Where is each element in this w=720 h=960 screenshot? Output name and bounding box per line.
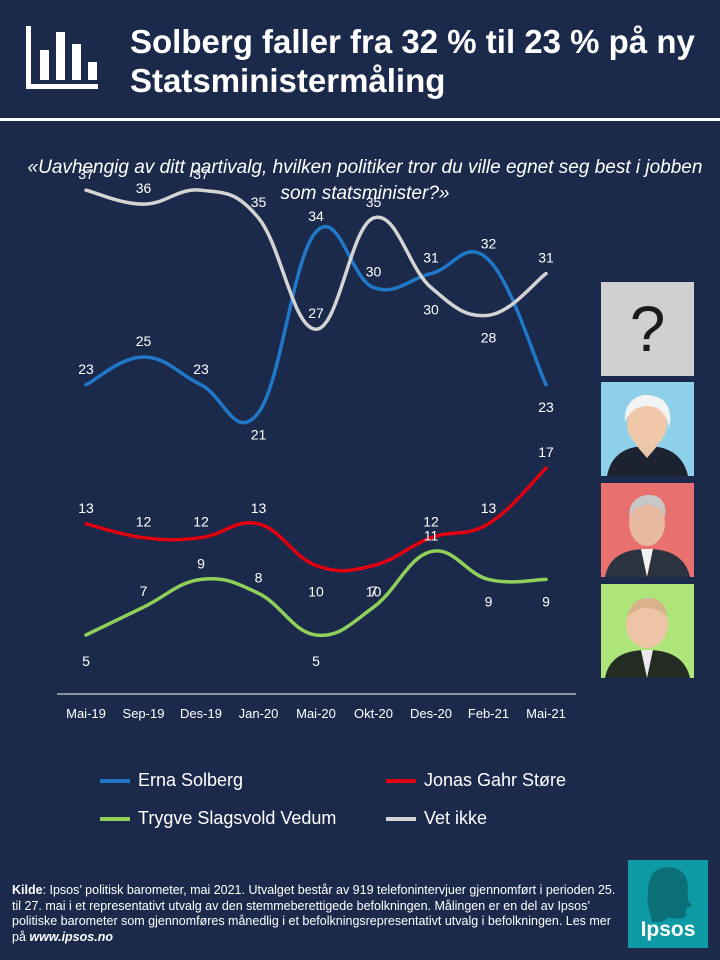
data-label: 9 <box>197 555 205 571</box>
data-label: 37 <box>193 166 209 182</box>
legend-swatch <box>386 778 416 783</box>
x-tick-label: Feb-21 <box>468 706 509 721</box>
data-label: 10 <box>308 584 324 600</box>
data-label: 32 <box>481 236 497 252</box>
data-label: 36 <box>136 180 152 196</box>
person-portrait-icon <box>605 598 690 678</box>
x-tick-label: Okt-20 <box>354 706 393 721</box>
data-label: 11 <box>424 528 439 544</box>
data-label: 9 <box>542 593 550 609</box>
page-title: Solberg faller fra 32 % til 23 % på ny S… <box>130 23 695 99</box>
source-note: Kilde: Ipsos’ politisk barometer, mai 20… <box>12 883 617 945</box>
series-line-jonas-gahr-støre <box>84 466 548 573</box>
store-photo <box>601 483 694 577</box>
x-tick-label: Jan-20 <box>239 706 279 721</box>
data-label: 7 <box>140 583 148 599</box>
data-label: 27 <box>308 305 324 321</box>
source-link[interactable]: www.ipsos.no <box>29 929 113 944</box>
data-label: 21 <box>251 427 267 443</box>
bar-chart-icon <box>26 26 98 89</box>
data-label: 5 <box>82 653 90 669</box>
legend-label: Vet ikke <box>424 808 488 828</box>
legend-label: Erna Solberg <box>138 770 244 790</box>
legend-swatch <box>100 816 130 821</box>
data-label: 10 <box>366 584 382 600</box>
ipsos-head-icon <box>647 867 692 922</box>
data-label: 12 <box>136 514 152 530</box>
data-label: 34 <box>308 208 324 224</box>
data-label: 35 <box>251 194 267 210</box>
x-tick-label: Des-19 <box>180 706 222 721</box>
data-label: 13 <box>78 500 94 516</box>
x-tick-label: Des-20 <box>410 706 452 721</box>
data-label: 30 <box>423 302 439 318</box>
series-line-erna-solberg <box>84 225 548 425</box>
data-label: 23 <box>78 361 94 377</box>
series-line-vet-ikke <box>84 188 548 331</box>
x-tick-label: Sep-19 <box>123 706 165 721</box>
data-label: 30 <box>366 264 382 280</box>
data-label: 31 <box>423 250 439 266</box>
data-label: 12 <box>193 514 209 530</box>
source-text: : Ipsos’ politisk barometer, mai 2021. U… <box>12 883 616 944</box>
x-tick-label: Mai-21 <box>526 706 566 721</box>
legend-item-store: Jonas Gahr Støre <box>386 770 566 791</box>
data-label: 25 <box>136 333 152 349</box>
survey-question: «Uavhengig av ditt partivalg, hvilken po… <box>27 157 703 204</box>
person-portrait-icon <box>607 394 688 476</box>
vedum-photo <box>601 584 694 678</box>
source-label: Kilde <box>12 883 43 897</box>
ipsos-logo: Ipsos <box>628 860 708 948</box>
x-tick-label: Mai-20 <box>296 706 336 721</box>
data-label: 37 <box>78 166 94 182</box>
legend-label: Jonas Gahr Støre <box>424 770 567 790</box>
unknown-photo: ? <box>601 282 694 376</box>
data-label: 12 <box>423 514 439 530</box>
x-tick-label: Mai-19 <box>66 706 106 721</box>
legend-item-vet-ikke: Vet ikke <box>386 808 487 829</box>
data-label: 35 <box>366 194 382 210</box>
data-label: 17 <box>538 444 554 460</box>
series-line-trygve-slagsvold-vedum <box>84 549 548 638</box>
data-label: 9 <box>485 593 493 609</box>
legend-item-solberg: Erna Solberg <box>100 770 243 791</box>
solberg-photo <box>601 382 694 476</box>
question-mark-icon: ? <box>629 293 666 365</box>
legend-item-vedum: Trygve Slagsvold Vedum <box>100 808 336 829</box>
data-label: 7 <box>370 583 378 599</box>
data-label: 28 <box>481 329 497 345</box>
legend-swatch <box>100 778 130 783</box>
data-label: 31 <box>538 250 554 266</box>
legend-label: Trygve Slagsvold Vedum <box>138 808 337 828</box>
data-label: 13 <box>481 500 497 516</box>
ipsos-wordmark: Ipsos <box>640 918 696 941</box>
data-label: 23 <box>193 361 209 377</box>
legend-swatch <box>386 816 416 821</box>
data-label: 23 <box>538 399 554 415</box>
data-label: 5 <box>312 653 320 669</box>
data-label: 13 <box>251 500 267 516</box>
title-divider <box>0 118 720 121</box>
data-label: 8 <box>255 569 263 585</box>
person-portrait-icon <box>605 495 690 577</box>
